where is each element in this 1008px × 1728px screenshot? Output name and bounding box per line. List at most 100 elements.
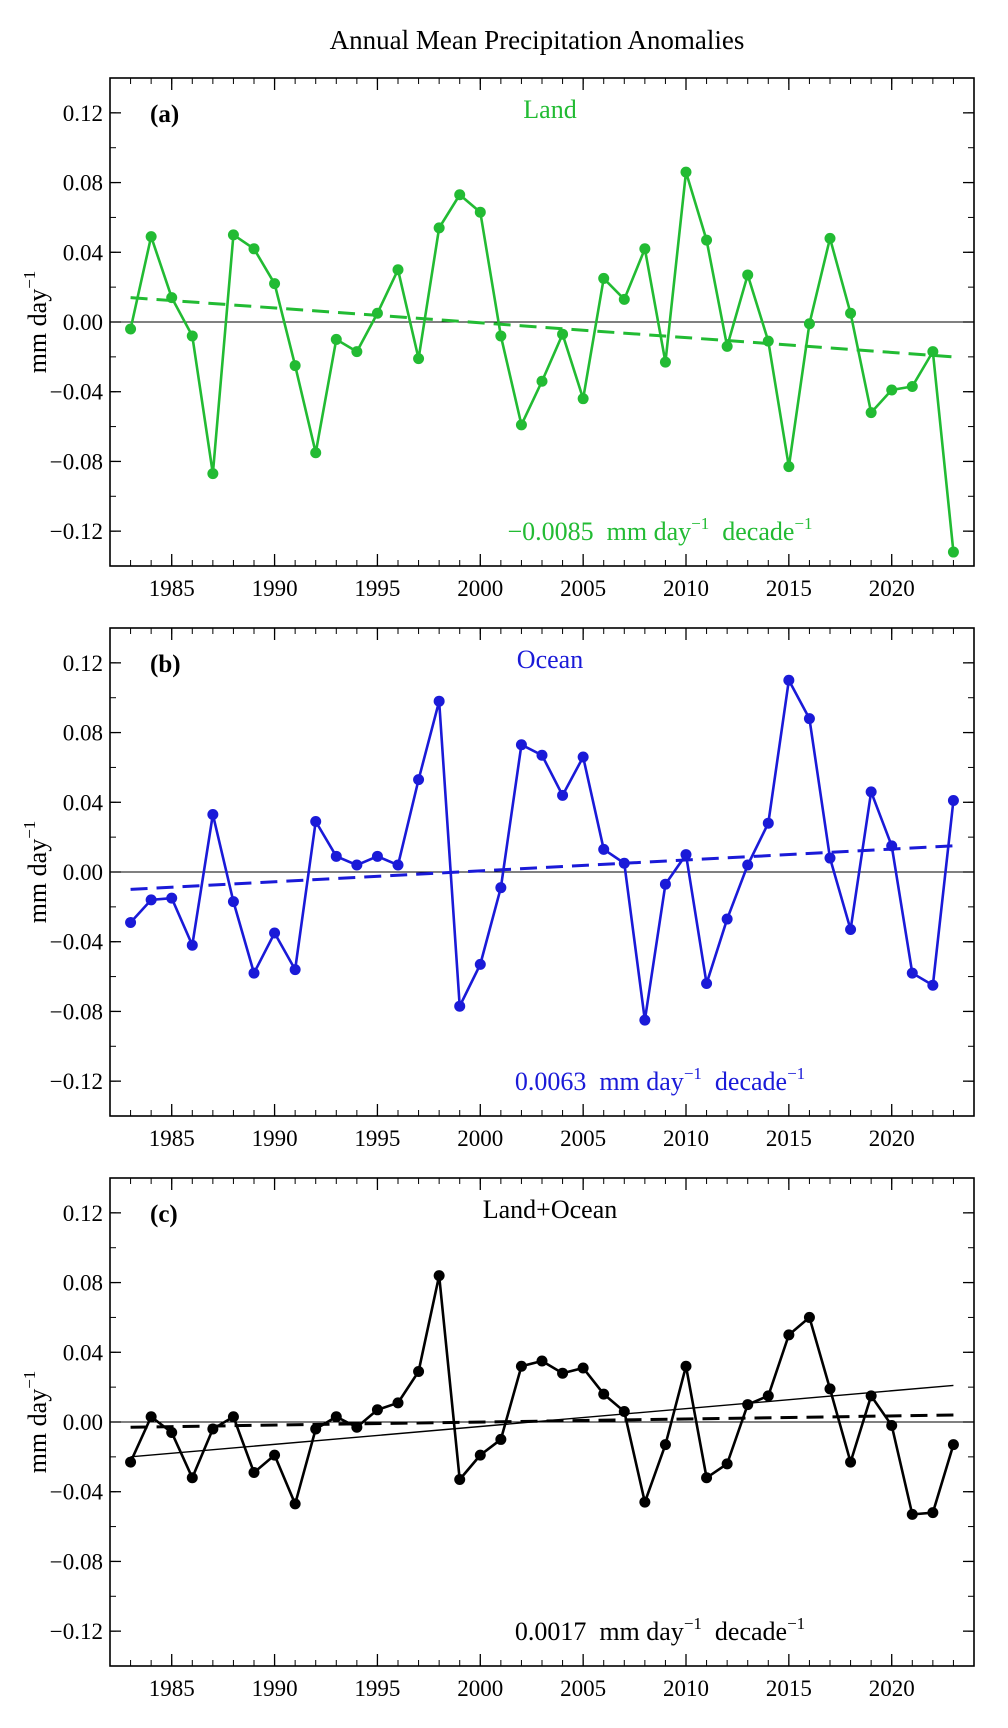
y-tick-label: 0.04 xyxy=(63,240,104,265)
data-point xyxy=(536,1355,548,1367)
data-point xyxy=(207,1423,219,1435)
data-point xyxy=(125,917,137,929)
plot-frame xyxy=(109,627,975,1117)
data-point xyxy=(330,333,342,345)
trend-line-dashed xyxy=(130,1413,954,1429)
data-point xyxy=(371,1404,383,1416)
data-point xyxy=(515,419,527,431)
trend-value: 0.0063 mm day xyxy=(515,1067,684,1096)
data-point xyxy=(865,407,877,419)
y-tick-label: 0.04 xyxy=(63,790,104,815)
x-tick-label: 2000 xyxy=(457,1126,503,1151)
data-point xyxy=(413,774,425,786)
data-point xyxy=(721,913,733,925)
y-tick-label: −0.04 xyxy=(50,380,104,405)
series-line xyxy=(129,171,955,553)
y-tick-label: 0.08 xyxy=(63,171,103,196)
y-tick-label: −0.04 xyxy=(50,930,104,955)
data-point xyxy=(166,1426,178,1438)
data-point xyxy=(433,222,445,234)
data-point xyxy=(166,892,178,904)
data-point xyxy=(659,356,671,368)
data-point xyxy=(125,323,137,335)
data-point xyxy=(454,189,466,201)
panel-title: Ocean xyxy=(517,645,583,674)
data-point xyxy=(145,894,157,906)
data-point xyxy=(433,1270,445,1282)
panel-label: (a) xyxy=(150,101,179,128)
x-tick-label: 1990 xyxy=(252,1126,298,1151)
data-point xyxy=(721,340,733,352)
data-point xyxy=(557,1367,569,1379)
data-point xyxy=(269,1449,281,1461)
x-tick-label: 1990 xyxy=(252,1676,298,1701)
data-point xyxy=(865,786,877,798)
trend-annotation: 0.0063 mm day−1 decade−1 xyxy=(515,1064,805,1096)
data-point xyxy=(639,243,651,255)
trend-unit-exp: −1 xyxy=(684,1614,702,1633)
y-tick-label: 0.12 xyxy=(63,1201,103,1226)
data-point xyxy=(413,353,425,365)
trend-per: decade xyxy=(702,1617,787,1646)
data-point xyxy=(618,293,630,305)
x-tick-label: 2020 xyxy=(869,1126,915,1151)
x-tick-label: 2005 xyxy=(560,1676,606,1701)
data-point xyxy=(515,1360,527,1372)
data-point xyxy=(742,269,754,281)
x-tick-label: 2005 xyxy=(560,576,606,601)
panel-c: −0.12 −0.08 −0.04 0.00 0.04 0.08 0.12 1985 1990 1… xyxy=(20,1177,975,1701)
data-point xyxy=(577,751,589,763)
trend-unit-exp: −1 xyxy=(684,1064,702,1083)
data-point xyxy=(577,393,589,405)
data-point xyxy=(762,817,774,829)
y-tick-label: −0.08 xyxy=(50,1549,103,1574)
data-point xyxy=(310,1423,322,1435)
x-tick-label: 2005 xyxy=(560,1126,606,1151)
x-tick-label: 1995 xyxy=(354,1126,400,1151)
data-point xyxy=(947,795,959,807)
x-tick-label: 2000 xyxy=(457,1676,503,1701)
data-point xyxy=(742,859,754,871)
data-point xyxy=(392,1397,404,1409)
trend-line-dashed xyxy=(130,296,954,359)
y-axis-label-base: mm day xyxy=(23,1389,52,1474)
y-tick-label: 0.12 xyxy=(63,101,103,126)
data-point xyxy=(598,272,610,284)
trend-value: 0.0017 mm day xyxy=(515,1617,684,1646)
data-point xyxy=(330,850,342,862)
y-tick-label: 0.12 xyxy=(63,651,103,676)
trend-line-solid xyxy=(130,1384,954,1458)
y-axis-label: mm day−1 xyxy=(20,821,52,924)
trend-annotation: −0.0085 mm day−1 decade−1 xyxy=(507,514,812,546)
data-point xyxy=(536,375,548,387)
data-point xyxy=(639,1496,651,1508)
data-point xyxy=(865,1390,877,1402)
y-axis-label: mm day−1 xyxy=(20,271,52,374)
data-point xyxy=(392,264,404,276)
data-point xyxy=(721,1458,733,1470)
y-axis-label-base: mm day xyxy=(23,839,52,924)
data-point xyxy=(145,1411,157,1423)
data-point xyxy=(701,978,713,990)
data-point xyxy=(474,958,486,970)
data-point xyxy=(227,896,239,908)
data-point xyxy=(207,468,219,480)
data-point xyxy=(845,1456,857,1468)
x-tick-label: 1985 xyxy=(149,1676,195,1701)
trend-line-dashed xyxy=(130,844,954,891)
data-point xyxy=(248,967,260,979)
data-point xyxy=(742,1399,754,1411)
trend-unit-exp: −1 xyxy=(691,514,709,533)
y-tick-label: 0.00 xyxy=(63,860,103,885)
x-tick-label: 1995 xyxy=(354,1676,400,1701)
data-point xyxy=(803,1311,815,1323)
x-tick-label: 2020 xyxy=(869,576,915,601)
data-point xyxy=(371,307,383,319)
data-point xyxy=(474,206,486,218)
series-line xyxy=(129,1275,955,1516)
y-tick-label: 0.00 xyxy=(63,310,103,335)
panel-b: −0.12 −0.08 −0.04 0.00 0.04 0.08 0.12 1985 1990 1… xyxy=(20,627,975,1151)
panel-a: −0.12 −0.08 −0.04 0.00 0.04 0.08 0.12 1985 1990 1… xyxy=(20,77,975,601)
data-point xyxy=(680,166,692,178)
trend-per: decade xyxy=(709,517,794,546)
